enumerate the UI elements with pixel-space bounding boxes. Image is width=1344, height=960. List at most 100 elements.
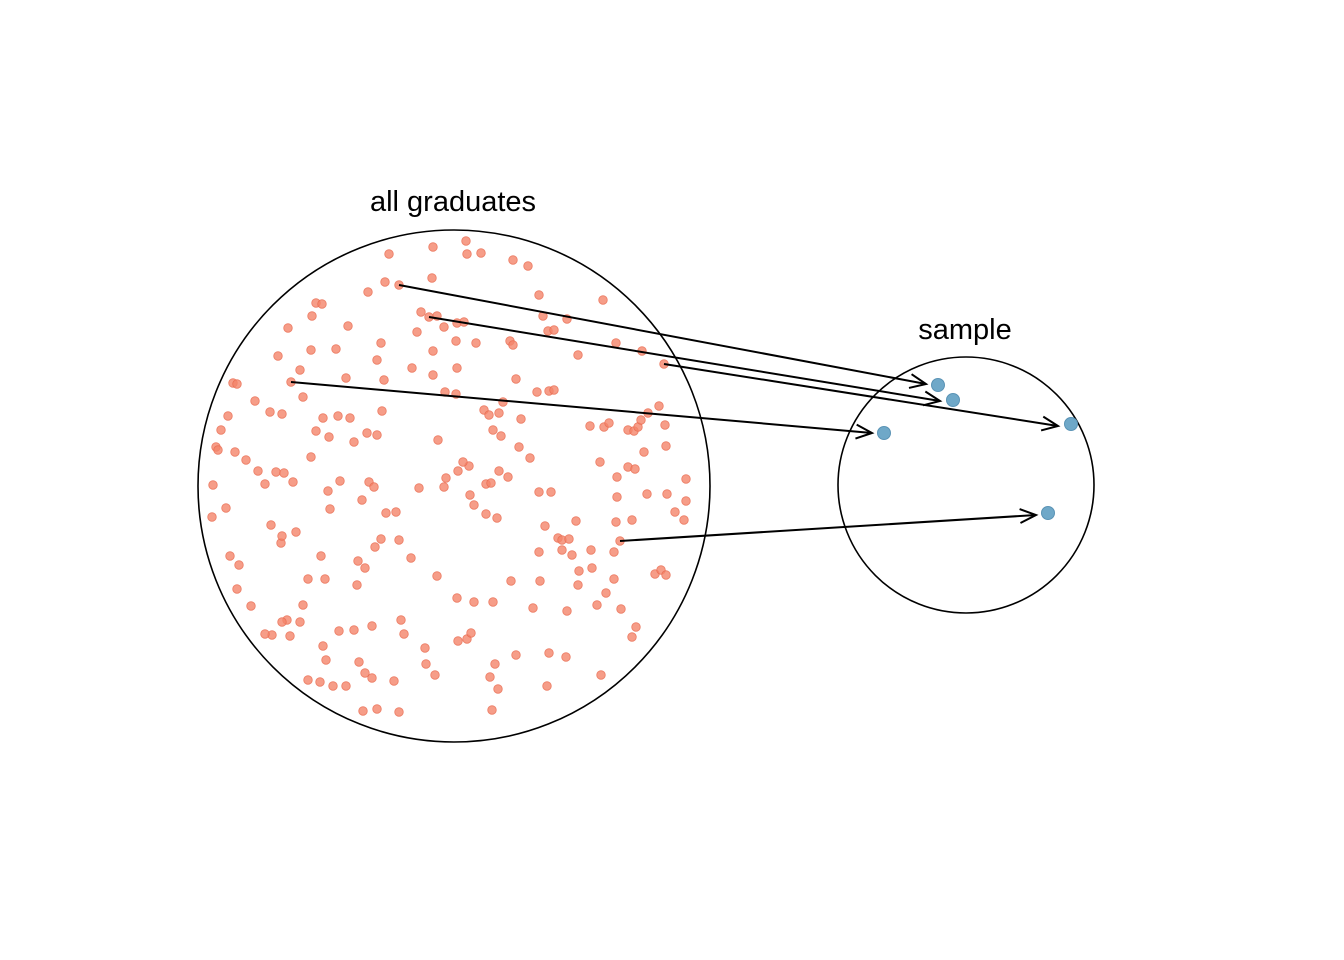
population-dot — [430, 670, 440, 680]
population-dot — [298, 392, 308, 402]
population-dot — [253, 466, 263, 476]
population-dot — [234, 560, 244, 570]
population-dot — [535, 576, 545, 586]
population-dot — [466, 628, 476, 638]
population-dot — [469, 500, 479, 510]
population-dot — [562, 606, 572, 616]
population-dot — [654, 401, 664, 411]
population-dot — [306, 345, 316, 355]
population-dot — [288, 477, 298, 487]
population-dot — [546, 487, 556, 497]
population-dot — [453, 636, 463, 646]
population-dot — [335, 476, 345, 486]
population-dot — [508, 255, 518, 265]
population-dot — [277, 531, 287, 541]
population-dot — [399, 629, 409, 639]
population-dot — [358, 706, 368, 716]
population-dot — [528, 603, 538, 613]
population-dot — [391, 507, 401, 517]
population-dot — [414, 483, 424, 493]
population-dot — [532, 387, 542, 397]
population-dot — [377, 406, 387, 416]
population-dot — [586, 545, 596, 555]
population-dot — [488, 425, 498, 435]
population-dot — [246, 601, 256, 611]
population-dot — [612, 472, 622, 482]
population-dot — [372, 355, 382, 365]
population-dot — [266, 520, 276, 530]
population-dot — [612, 492, 622, 502]
population-dot — [609, 547, 619, 557]
population-dot — [573, 350, 583, 360]
population-dot — [341, 373, 351, 383]
population-dot — [469, 597, 479, 607]
population-dot — [506, 576, 516, 586]
population-dot — [596, 670, 606, 680]
population-dot — [357, 495, 367, 505]
population-dot — [514, 442, 524, 452]
population-dot — [295, 617, 305, 627]
population-dot — [420, 643, 430, 653]
population-dot — [630, 464, 640, 474]
sampling-arrow — [428, 316, 943, 407]
population-dot — [534, 290, 544, 300]
population-dot — [523, 261, 533, 271]
sample-dots — [877, 378, 1078, 520]
population-dot — [441, 473, 451, 483]
population-dot — [384, 249, 394, 259]
population-dot — [461, 236, 471, 246]
population-dot — [471, 338, 481, 348]
population-dot — [311, 426, 321, 436]
population-dot — [230, 447, 240, 457]
population-dot — [376, 534, 386, 544]
population-dot — [452, 593, 462, 603]
population-dots — [207, 236, 691, 717]
population-dot — [627, 515, 637, 525]
population-dot — [660, 420, 670, 430]
population-dot — [353, 556, 363, 566]
population-dot — [574, 566, 584, 576]
population-dot — [283, 323, 293, 333]
population-dot — [223, 411, 233, 421]
population-dot — [465, 490, 475, 500]
sampling-arrows — [290, 284, 1061, 542]
population-dot — [639, 447, 649, 457]
population-dot — [595, 457, 605, 467]
population-dot — [407, 363, 417, 373]
population-dot — [661, 570, 671, 580]
sample-dot — [1041, 506, 1055, 520]
population-dot — [598, 295, 608, 305]
sample-dot — [877, 426, 891, 440]
population-dot — [488, 597, 498, 607]
population-dot — [453, 466, 463, 476]
population-dot — [285, 631, 295, 641]
population-dot — [265, 407, 275, 417]
population-dot — [213, 445, 223, 455]
population-dot — [601, 588, 611, 598]
population-dot — [631, 622, 641, 632]
population-dot — [428, 346, 438, 356]
population-dot — [627, 632, 637, 642]
population-dot — [273, 351, 283, 361]
population-dot — [486, 478, 496, 488]
population-dot — [363, 287, 373, 297]
population-dot — [298, 600, 308, 610]
population-dot — [271, 467, 281, 477]
population-dot — [416, 307, 426, 317]
population-dot — [394, 707, 404, 717]
population-dot — [317, 299, 327, 309]
population-dot — [250, 396, 260, 406]
population-dot — [315, 677, 325, 687]
population-dot — [221, 503, 231, 513]
population-dot — [484, 410, 494, 420]
population-dot — [343, 321, 353, 331]
population-dot — [333, 411, 343, 421]
population-dot — [241, 455, 251, 465]
population-dot — [216, 425, 226, 435]
population-dot — [585, 421, 595, 431]
sample-label: sample — [918, 314, 1012, 346]
population-dot — [324, 432, 334, 442]
population-dot — [439, 482, 449, 492]
population-dot — [428, 370, 438, 380]
